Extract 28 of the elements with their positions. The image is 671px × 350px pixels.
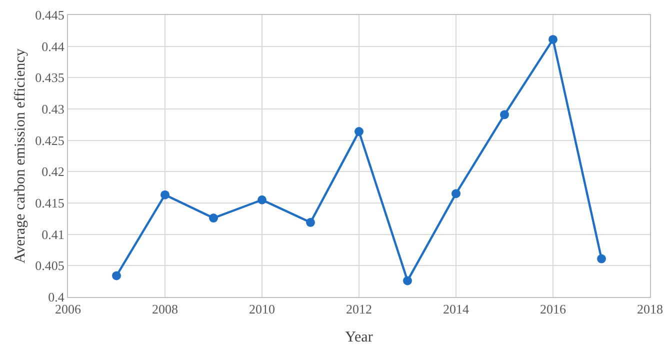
y-tick-label: 0.44	[42, 38, 65, 54]
point	[354, 127, 364, 136]
point	[452, 189, 460, 198]
x-tick-label: 2014	[443, 302, 470, 317]
point	[597, 254, 606, 264]
x-tick-label: 2008	[152, 302, 178, 317]
y-tick-label: 0.425	[35, 132, 64, 148]
point	[112, 271, 121, 280]
x-tick-label: 2016	[540, 302, 566, 317]
x-tick-label: 2012	[346, 302, 372, 317]
y-axis-title: Average carbon emission efficiency	[12, 48, 28, 264]
y-tick-label: 0.435	[35, 70, 64, 86]
point	[209, 214, 218, 223]
point	[403, 276, 412, 286]
point	[306, 218, 315, 227]
y-tick-label: 0.42	[42, 164, 64, 180]
x-axis-title: Year	[345, 330, 373, 346]
x-tick-label: 2010	[249, 302, 275, 317]
y-tick-label: 0.43	[42, 102, 64, 117]
point	[160, 190, 170, 200]
y-tick-label: 0.415	[35, 196, 64, 211]
x-tick-label: 2018	[637, 302, 663, 317]
point	[258, 195, 266, 204]
y-tick-label: 0.41	[42, 226, 64, 242]
point	[548, 34, 558, 44]
point	[500, 110, 509, 120]
y-tick-label: 0.445	[35, 8, 64, 23]
y-tick-label: 0.405	[35, 258, 64, 274]
